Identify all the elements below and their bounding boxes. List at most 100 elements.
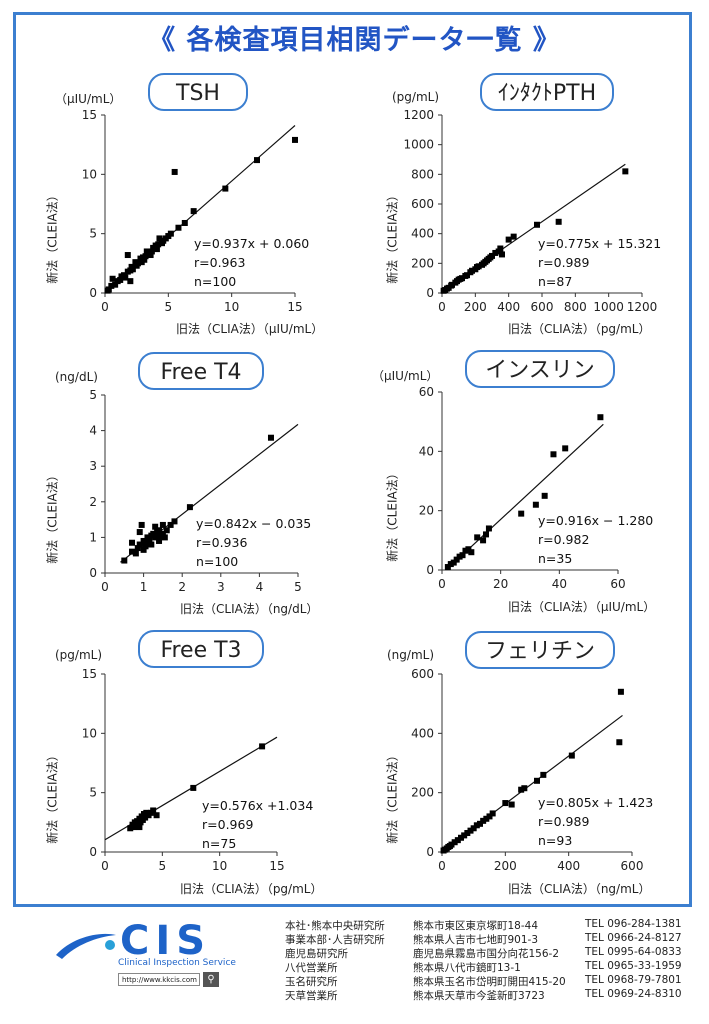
data-point bbox=[142, 543, 149, 550]
y-tick-label: 1000 bbox=[403, 138, 434, 152]
data-point bbox=[541, 492, 548, 499]
y-tick-label: 0 bbox=[426, 845, 434, 859]
data-point bbox=[470, 825, 477, 832]
y-tick-label: 60 bbox=[419, 385, 434, 399]
x-tick-label: 1 bbox=[140, 580, 148, 594]
data-point bbox=[534, 777, 540, 784]
data-point bbox=[521, 785, 528, 792]
data-point bbox=[454, 837, 461, 844]
y-tick-label: 800 bbox=[411, 167, 434, 181]
chart-title-pth: ｲﾝﾀｸﾄPTH bbox=[480, 73, 614, 111]
data-point bbox=[112, 281, 119, 288]
data-point bbox=[150, 530, 157, 537]
y-unit-ferritin: (ng/mL) bbox=[387, 648, 435, 662]
stat-line: n=100 bbox=[194, 274, 237, 289]
y-tick-label: 3 bbox=[89, 459, 97, 473]
x-tick-label: 0 bbox=[438, 859, 446, 873]
office-name: 八代営業所 bbox=[285, 962, 338, 974]
logo-text: CIS bbox=[120, 918, 212, 964]
data-point bbox=[171, 168, 178, 175]
data-point bbox=[597, 414, 604, 421]
y-tick-label: 0 bbox=[426, 563, 434, 577]
x-tick-label: 200 bbox=[494, 859, 517, 873]
data-point bbox=[132, 550, 139, 557]
data-point bbox=[449, 281, 455, 288]
data-point bbox=[483, 531, 489, 538]
data-point bbox=[152, 523, 159, 530]
x-tick-label: 3 bbox=[217, 580, 225, 594]
y-tick-label: 1200 bbox=[403, 108, 434, 122]
data-point bbox=[117, 276, 124, 283]
data-point bbox=[502, 800, 509, 807]
stat-line: r=0.989 bbox=[538, 255, 590, 270]
regression-stats-insulin: y=0.916x − 1.280 r=0.982 n=35 bbox=[538, 511, 653, 568]
data-point bbox=[127, 825, 134, 832]
x-tick-label: 0 bbox=[438, 300, 446, 314]
logo-swoosh-icon bbox=[56, 933, 116, 959]
data-point bbox=[508, 801, 515, 808]
regression-stats-ft4: y=0.842x − 0.035 r=0.936 n=100 bbox=[196, 514, 311, 571]
data-point bbox=[461, 832, 468, 839]
office-name: 鹿児島研究所 bbox=[285, 948, 348, 960]
data-point bbox=[159, 521, 166, 528]
y-tick-label: 0 bbox=[89, 566, 97, 580]
data-point bbox=[141, 256, 148, 263]
y-unit-tsh: （μIU/mL） bbox=[55, 92, 122, 106]
y-tick-label: 0 bbox=[426, 286, 434, 300]
page-frame bbox=[13, 12, 692, 907]
regression-line bbox=[447, 423, 604, 569]
x-tick-label: 400 bbox=[557, 859, 580, 873]
y-tick-label: 2 bbox=[89, 495, 97, 509]
x-tick-label: 2 bbox=[178, 580, 186, 594]
search-icon[interactable]: ⚲ bbox=[203, 972, 219, 987]
data-point bbox=[152, 534, 159, 541]
data-point bbox=[480, 817, 487, 824]
y-tick-label: 0 bbox=[89, 286, 97, 300]
data-point bbox=[136, 541, 143, 548]
x-tick-label: 5 bbox=[159, 859, 167, 873]
data-point bbox=[150, 807, 157, 814]
y-tick-label: 5 bbox=[89, 227, 97, 241]
data-point bbox=[155, 241, 162, 248]
x-tick-label: 1200 bbox=[627, 300, 658, 314]
x-tick-label: 0 bbox=[101, 859, 109, 873]
data-point bbox=[550, 451, 557, 458]
office-tel: TEL 0995-64-0833 bbox=[585, 946, 682, 958]
data-point bbox=[144, 539, 151, 546]
chart-title-tsh: TSH bbox=[148, 73, 248, 111]
office-addr: 熊本県八代市鏡町13-1 bbox=[413, 962, 521, 974]
data-point bbox=[142, 253, 149, 260]
y-tick-label: 0 bbox=[89, 845, 97, 859]
office-addr: 熊本市東区東京塚町18-44 bbox=[413, 920, 539, 932]
office-addr: 熊本県人吉市七地町901-3 bbox=[413, 934, 539, 946]
data-point bbox=[483, 815, 490, 822]
data-point bbox=[134, 260, 141, 267]
x-axis-label-tsh: 旧法（CLIA法）（μIU/mL） bbox=[176, 322, 324, 336]
data-point bbox=[458, 834, 464, 841]
data-point bbox=[134, 545, 141, 552]
y-tick-label: 15 bbox=[82, 667, 97, 681]
page-title: 《 各検査項目相関データ一覧 》 bbox=[148, 25, 561, 56]
stat-line: y=0.576x +1.034 bbox=[202, 798, 314, 813]
y-tick-label: 10 bbox=[82, 726, 97, 740]
data-point bbox=[497, 245, 504, 252]
data-point bbox=[190, 784, 197, 791]
regression-stats-tsh: y=0.937x + 0.060 r=0.963 n=100 bbox=[194, 234, 309, 291]
x-tick-label: 0 bbox=[101, 580, 109, 594]
data-point bbox=[459, 552, 466, 559]
data-point bbox=[146, 536, 153, 543]
data-point bbox=[109, 275, 116, 282]
stat-line: n=87 bbox=[538, 274, 573, 289]
data-point bbox=[163, 527, 170, 534]
stat-line: n=75 bbox=[202, 836, 237, 851]
data-point bbox=[473, 822, 480, 829]
data-point bbox=[153, 812, 160, 819]
x-tick-label: 600 bbox=[621, 859, 644, 873]
office-addr: 熊本県玉名市岱明町開田415-20 bbox=[413, 976, 566, 988]
url-field[interactable]: http://www.kkcis.com bbox=[118, 973, 200, 986]
x-tick-label: 60 bbox=[610, 577, 625, 591]
office-tel: TEL 0968-79-7801 bbox=[585, 974, 682, 986]
